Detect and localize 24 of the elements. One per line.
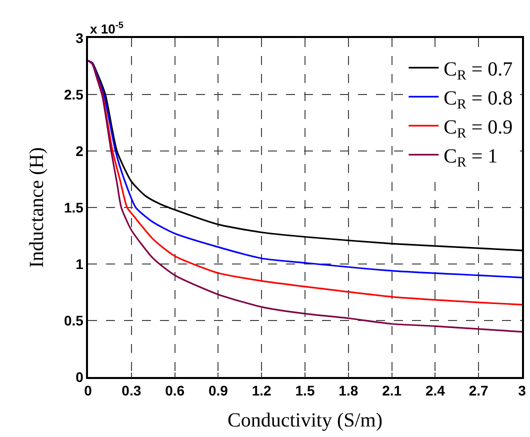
x-tick-label: 0.3	[122, 382, 142, 399]
y-tick-label: 2.5	[64, 86, 84, 102]
y-tick-label: 0	[76, 368, 84, 385]
legend-label: C$_{R}$ = 0.9	[444, 116, 513, 142]
x-tick-label: 1.5	[295, 382, 315, 399]
y-tick-label: 0.5	[64, 312, 84, 328]
x-tick-label: 1.8	[338, 382, 358, 399]
x-tick-label: 2.1	[382, 382, 402, 399]
x-tick-label: 2.4	[425, 382, 446, 399]
x-tick-label: 3	[518, 382, 526, 399]
x-tick-label: 2.7	[468, 382, 489, 399]
text: x 10$^{-5}$	[90, 20, 124, 36]
legend-label: C$_{R}$ = 0.8	[444, 87, 513, 113]
x-tick-label: 0.6	[165, 382, 185, 399]
y-tick-label: 1.5	[64, 199, 84, 216]
y-tick-label: 3	[76, 30, 84, 46]
y-tick-label: 1	[76, 256, 84, 272]
legend-label: C$_{R}$ = 0.7	[444, 58, 513, 84]
x-axis-title: Conductivity (S/m)	[228, 410, 382, 432]
x-tick-label: 0.9	[208, 382, 228, 399]
legend-label: C$_{R}$ = 1	[444, 145, 498, 171]
x-tick-label: 1.2	[252, 382, 272, 399]
y-axis-title: Inductance (H)	[26, 147, 48, 268]
y-tick-label: 2	[76, 142, 84, 159]
